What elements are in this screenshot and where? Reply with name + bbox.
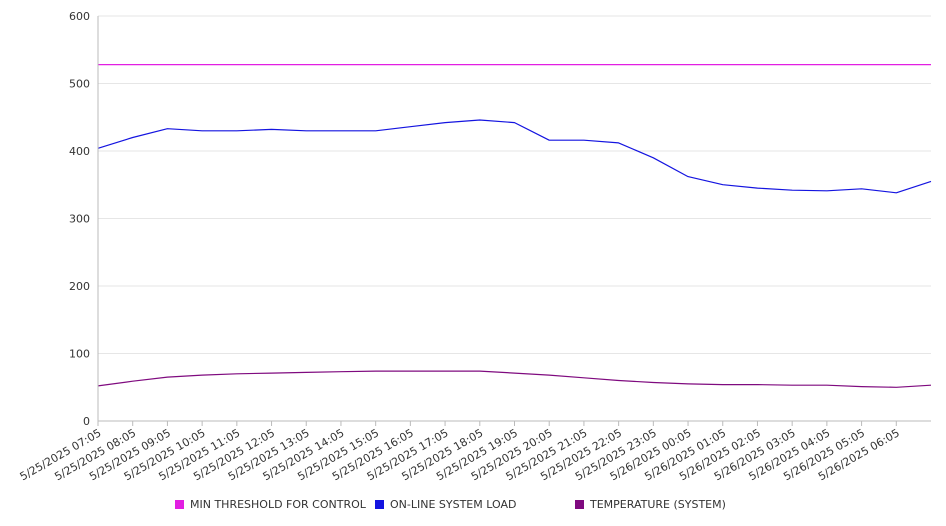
legend-swatch-threshold: [175, 500, 184, 509]
y-axis-ticks: 0 100 200 300 400 500 600: [69, 10, 90, 428]
y-tick-label: 300: [69, 213, 90, 226]
y-tick-label: 500: [69, 78, 90, 91]
y-tick-label: 0: [83, 415, 90, 428]
system-load-line: [97, 119, 932, 194]
series-lines: [97, 63, 932, 388]
legend-item-temperature[interactable]: TEMPERATURE (SYSTEM): [575, 498, 726, 511]
legend-label-threshold: MIN THRESHOLD FOR CONTROL: [190, 498, 366, 511]
legend-swatch-temperature: [575, 500, 584, 509]
legend-item-load[interactable]: ON-LINE SYSTEM LOAD: [375, 498, 516, 511]
x-axis-ticks: 5/25/2025 07:055/25/2025 08:055/25/2025 …: [18, 421, 902, 483]
legend: MIN THRESHOLD FOR CONTROL ON-LINE SYSTEM…: [0, 498, 946, 514]
y-tick-label: 100: [69, 348, 90, 361]
y-tick-label: 400: [69, 145, 90, 158]
y-tick-label: 600: [69, 10, 90, 23]
y-tick-label: 200: [69, 280, 90, 293]
legend-label-temperature: TEMPERATURE (SYSTEM): [590, 498, 726, 511]
legend-swatch-load: [375, 500, 384, 509]
gridlines: [98, 15, 931, 354]
temperature-line: [97, 370, 932, 388]
legend-label-load: ON-LINE SYSTEM LOAD: [390, 498, 517, 511]
legend-item-threshold[interactable]: MIN THRESHOLD FOR CONTROL: [175, 498, 366, 511]
